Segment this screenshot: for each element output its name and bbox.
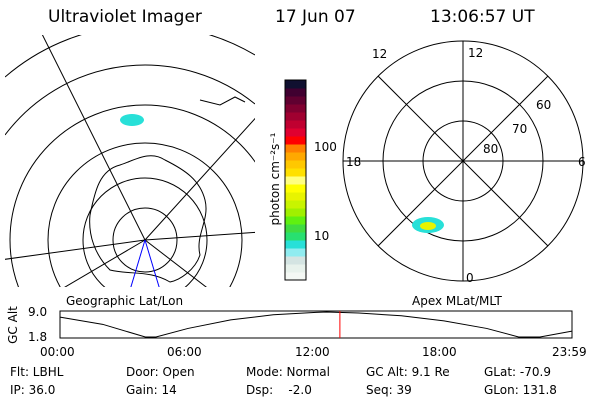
mlt-18: 18 [346, 155, 362, 169]
colorbar-tick-10: 10 [314, 229, 330, 243]
xtick-0600: 06:00 [167, 345, 202, 359]
xtick-1800: 18:00 [422, 345, 457, 359]
gain: Gain: 14 [126, 383, 177, 397]
xtick-0000: 00:00 [40, 345, 75, 359]
colorbar-segment [285, 112, 306, 121]
xtick-2359: 23:59 [552, 345, 587, 359]
right-map-label: Apex MLat/MLT [412, 294, 502, 308]
date: 17 Jun 07 [275, 7, 356, 27]
ytick-1.8: 1.8 [28, 330, 48, 344]
apex-polar-map [342, 40, 584, 282]
xtick-1200: 12:00 [295, 345, 330, 359]
colorbar-segment [285, 152, 306, 161]
colorbar-segment [285, 120, 306, 129]
ytick-9: 9.0 [28, 305, 48, 319]
filter: Flt: LBHL [10, 365, 64, 379]
mlt-12: 12 [372, 47, 388, 61]
colorbar-segment [285, 232, 306, 241]
colorbar [285, 80, 306, 281]
dsp: Dsp: -2.0 [246, 383, 312, 397]
colorbar-segment [285, 136, 306, 145]
colorbar-segment [285, 184, 306, 193]
colorbar-segment [285, 272, 306, 281]
door: Door: Open [126, 365, 195, 379]
colorbar-segment [285, 200, 306, 209]
colorbar-segment [285, 104, 306, 113]
geographic-map [5, 35, 255, 287]
colorbar-segment [285, 248, 306, 257]
colorbar-segment [285, 224, 306, 233]
instrument-title: Ultraviolet Imager [48, 7, 202, 27]
lat-80: 80 [483, 142, 499, 156]
altitude-axis-label: GC Alt [5, 306, 20, 344]
colorbar-segment [285, 216, 306, 225]
seq: Seq: 39 [366, 383, 412, 397]
colorbar-segment [285, 168, 306, 177]
glon: GLon: 131.8 [484, 383, 557, 397]
colorbar-segment [285, 240, 306, 249]
colorbar-segment [285, 128, 306, 137]
mlt-0: 0 [466, 271, 474, 285]
time: 13:06:57 UT [430, 7, 535, 27]
glat: GLat: -70.9 [484, 365, 551, 379]
colorbar-segment [285, 80, 306, 89]
mode: Mode: Normal [246, 365, 330, 379]
colorbar-segment [285, 144, 306, 153]
colorbar-segment [285, 264, 306, 273]
colorbar-segment [285, 96, 306, 105]
colorbar-segment [285, 256, 306, 265]
mlt-12-label: 12 [468, 46, 484, 60]
left-map-label: Geographic Lat/Lon [66, 294, 184, 308]
colorbar-segment [285, 88, 306, 97]
colorbar-segment [285, 176, 306, 185]
gc-alt: GC Alt: 9.1 Re [366, 365, 450, 379]
altitude-plot [59, 310, 573, 339]
colorbar-segment [285, 208, 306, 217]
colorbar-segment [285, 160, 306, 169]
colorbar-label: photon cm⁻²s⁻¹ [268, 132, 282, 226]
ip: IP: 36.0 [10, 383, 56, 397]
lat-60: 60 [536, 98, 552, 112]
colorbar-frame [284, 79, 307, 281]
colorbar-segment [285, 192, 306, 201]
altitude-line [59, 311, 573, 338]
colorbar-tick-100: 100 [314, 140, 337, 154]
lat-70: 70 [512, 122, 528, 136]
mlt-6: 6 [578, 155, 586, 169]
